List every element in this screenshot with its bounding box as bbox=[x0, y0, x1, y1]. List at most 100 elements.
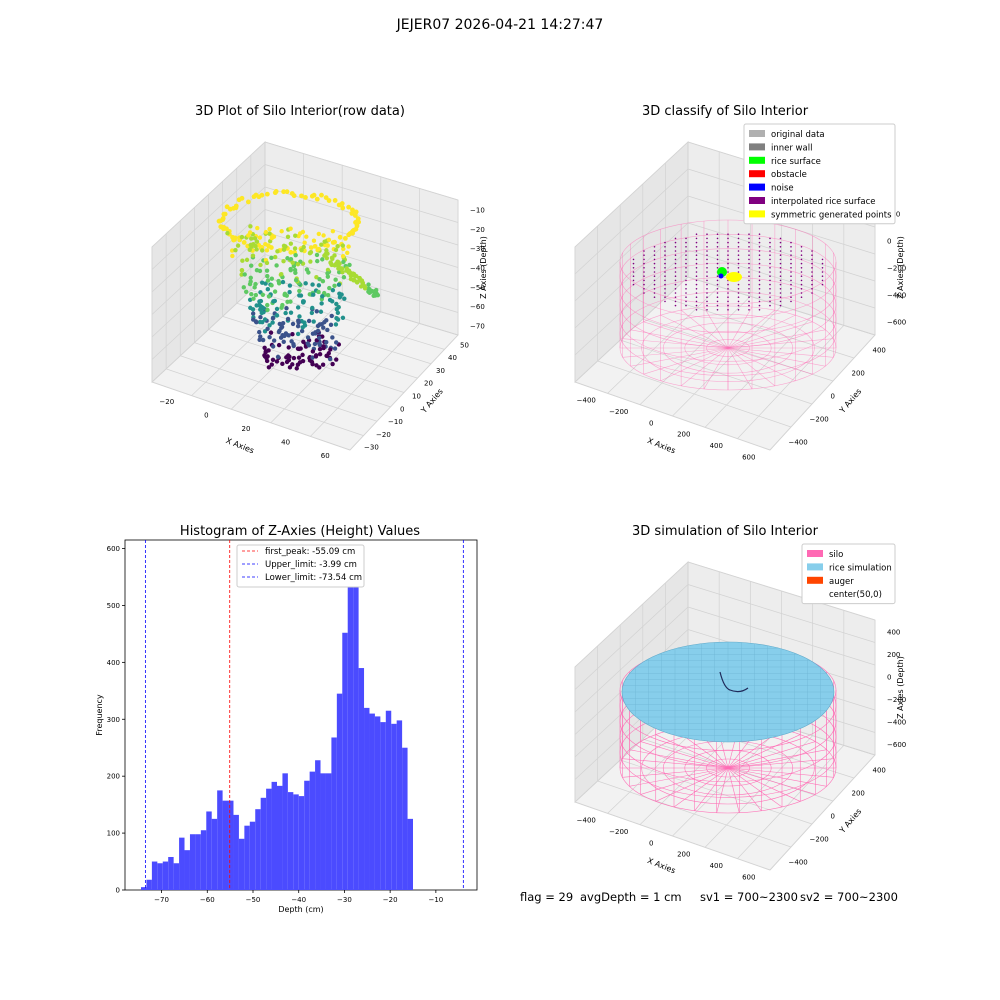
data-point bbox=[706, 267, 708, 269]
histogram-bar bbox=[244, 825, 250, 890]
data-point bbox=[253, 292, 259, 298]
data-point bbox=[329, 255, 335, 260]
data-point bbox=[664, 283, 666, 286]
data-point bbox=[643, 262, 645, 265]
x-tick-label: 600 bbox=[742, 873, 755, 881]
data-point bbox=[716, 258, 719, 261]
data-point bbox=[706, 241, 708, 244]
data-point bbox=[653, 283, 656, 286]
data-point bbox=[769, 283, 771, 286]
data-point bbox=[287, 365, 293, 370]
data-point bbox=[281, 258, 286, 264]
histogram-bar bbox=[407, 818, 413, 890]
data-point bbox=[257, 319, 263, 325]
data-point bbox=[270, 344, 276, 349]
data-point bbox=[267, 226, 272, 232]
y-tick-label: −30 bbox=[364, 444, 379, 452]
data-point bbox=[297, 360, 303, 365]
data-point bbox=[315, 258, 320, 264]
data-point bbox=[270, 316, 276, 321]
data-point bbox=[305, 335, 311, 340]
panel1-title: 3D Plot of Silo Interior(row data) bbox=[195, 104, 405, 119]
silo-floor-spoke bbox=[727, 741, 816, 769]
data-point bbox=[800, 262, 803, 265]
data-point bbox=[320, 279, 326, 284]
data-point bbox=[297, 288, 302, 294]
data-point bbox=[308, 250, 313, 255]
grid-line bbox=[264, 209, 459, 268]
data-point bbox=[685, 241, 687, 244]
data-point bbox=[342, 296, 347, 301]
data-point bbox=[258, 262, 263, 268]
grid-line bbox=[264, 186, 459, 246]
data-point bbox=[247, 247, 252, 253]
data-point bbox=[674, 296, 677, 299]
grid-line bbox=[769, 754, 876, 871]
data-point bbox=[288, 310, 294, 315]
data-point bbox=[254, 239, 260, 244]
data-point bbox=[292, 246, 298, 251]
grid-line bbox=[574, 584, 689, 690]
data-point bbox=[263, 281, 268, 286]
data-point bbox=[280, 302, 285, 308]
data-point bbox=[289, 339, 294, 344]
data-point bbox=[269, 255, 274, 261]
data-point bbox=[285, 234, 291, 239]
grid-line bbox=[264, 164, 459, 223]
data-point bbox=[769, 288, 771, 290]
data-point bbox=[653, 246, 656, 248]
y-tick-label: 400 bbox=[873, 347, 886, 355]
data-point bbox=[685, 267, 687, 269]
data-point bbox=[706, 246, 708, 248]
data-point bbox=[332, 198, 338, 203]
legend-label: interpolated rice surface bbox=[771, 197, 876, 207]
data-point bbox=[769, 241, 771, 244]
data-point bbox=[285, 299, 290, 305]
y-axis-label: Y Axies bbox=[419, 387, 445, 416]
data-point bbox=[664, 292, 666, 294]
data-point bbox=[748, 309, 750, 311]
data-point bbox=[242, 272, 247, 277]
data-point bbox=[716, 300, 719, 303]
data-point bbox=[758, 258, 761, 261]
data-point bbox=[695, 300, 698, 303]
x-tick-label: −400 bbox=[577, 397, 596, 405]
data-point bbox=[311, 319, 316, 324]
data-point bbox=[653, 254, 656, 256]
data-point bbox=[294, 366, 299, 371]
data-point bbox=[643, 267, 645, 269]
silo-floor-ring bbox=[662, 322, 794, 374]
data-point bbox=[319, 301, 324, 306]
data-point bbox=[653, 267, 656, 269]
data-point bbox=[252, 236, 258, 241]
histogram-bar bbox=[249, 821, 256, 890]
data-point bbox=[334, 340, 339, 345]
data-point bbox=[737, 304, 740, 307]
data-point bbox=[245, 199, 251, 205]
data-point bbox=[748, 262, 750, 265]
data-point bbox=[779, 279, 782, 282]
data-point bbox=[779, 275, 782, 278]
data-point bbox=[695, 233, 698, 235]
data-point bbox=[811, 271, 813, 273]
y-tick-label: 200 bbox=[107, 773, 120, 781]
data-point bbox=[716, 288, 719, 290]
y-tick-label: 0 bbox=[831, 813, 835, 821]
data-point bbox=[758, 275, 761, 278]
data-point bbox=[308, 259, 313, 264]
data-point bbox=[758, 288, 761, 290]
grid-line bbox=[574, 381, 771, 451]
grid-line bbox=[574, 249, 689, 356]
data-point bbox=[790, 275, 792, 278]
data-point bbox=[706, 258, 708, 261]
silo-floor-spoke bbox=[727, 734, 801, 769]
data-point bbox=[317, 341, 322, 346]
data-point bbox=[653, 279, 656, 282]
data-point bbox=[790, 246, 792, 248]
legend-swatch bbox=[749, 183, 765, 191]
data-point bbox=[769, 296, 771, 299]
legend-swatch bbox=[749, 143, 765, 151]
data-point bbox=[350, 271, 356, 276]
data-point bbox=[811, 250, 813, 252]
data-point bbox=[716, 279, 719, 282]
